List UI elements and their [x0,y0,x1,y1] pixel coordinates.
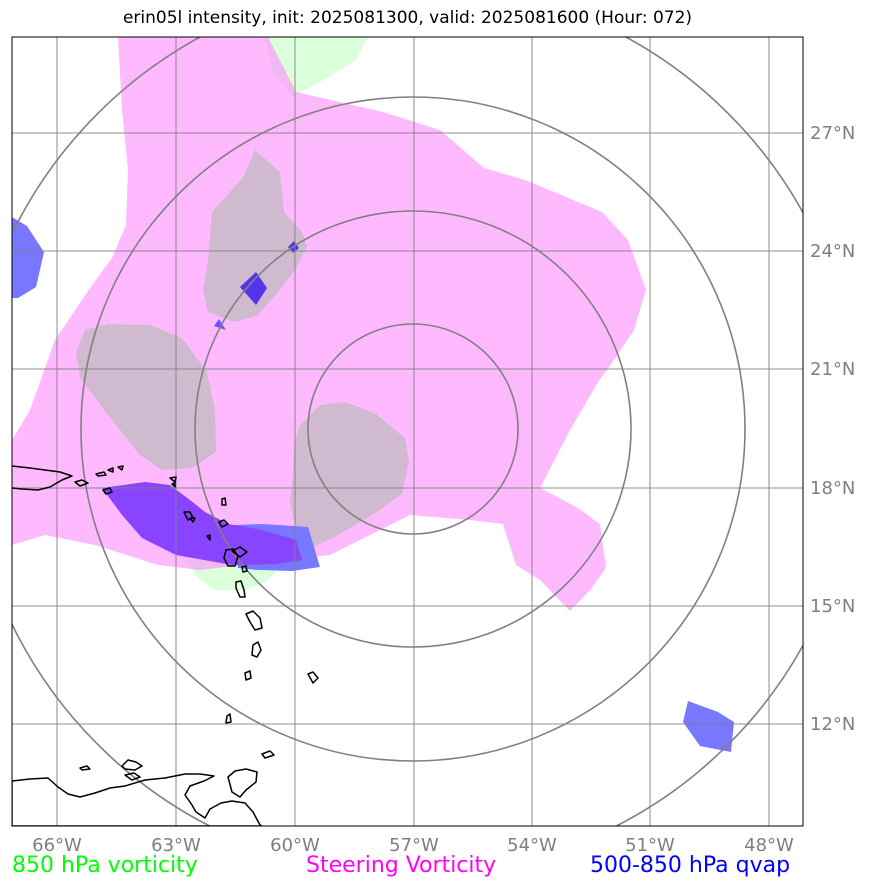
overlap-field [76,150,409,548]
lon-label: 57°W [389,835,439,856]
lon-label: 60°W [270,835,320,856]
lon-label: 54°W [507,835,557,856]
lon-label: 51°W [625,835,675,856]
legend-850-vorticity: 850 hPa vorticity [12,853,198,878]
lon-label: 48°W [744,835,794,856]
lat-label: 12°N [810,714,855,735]
legend-steering-vorticity: Steering Vorticity [306,853,497,878]
lat-label: 21°N [810,359,855,380]
graticule [12,37,803,826]
longitude-labels: 66°W 63°W 60°W 57°W 54°W 51°W 48°W [32,835,794,856]
lat-label: 27°N [810,123,855,144]
map-title: erin05l intensity, init: 2025081300, val… [122,8,693,28]
coastlines [12,465,319,826]
distance-rings [12,37,803,826]
lon-label: 66°W [32,835,82,856]
lat-label: 24°N [810,241,855,262]
lon-label: 63°W [151,835,201,856]
lat-label: 18°N [810,478,855,499]
legend-qvap: 500-850 hPa qvap [590,853,791,878]
qvap-field [12,217,734,752]
latitude-labels: 27°N 24°N 21°N 18°N 15°N 12°N [810,123,855,735]
map-frame [11,36,804,827]
lat-label: 15°N [810,596,855,617]
